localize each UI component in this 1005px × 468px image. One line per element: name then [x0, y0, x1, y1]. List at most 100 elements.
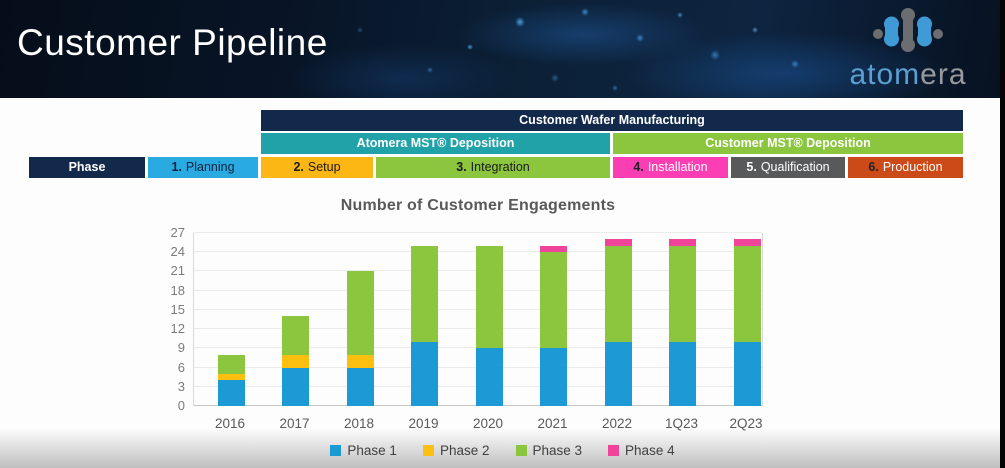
bar-2021	[540, 245, 567, 406]
phase-label: Installation	[647, 160, 708, 174]
bar-2020	[475, 245, 503, 406]
banner-customer-wafer-manufacturing: Customer Wafer Manufacturing	[261, 110, 963, 131]
group-customer-mst-deposition: Customer MST® Deposition	[613, 133, 963, 154]
phase-number: 4.	[633, 160, 644, 174]
right-edge-strip	[1000, 0, 1005, 468]
bar-segment-phase-2	[346, 354, 374, 368]
bar-segment-phase-3	[217, 354, 245, 374]
bar-2017	[282, 316, 309, 406]
phase-number: 6.	[868, 160, 879, 174]
logo-text-atom: atom	[849, 58, 921, 91]
legend-label: Phase 2	[439, 443, 490, 458]
bar-1Q23	[669, 239, 696, 406]
phase-number: 3.	[456, 160, 467, 174]
bar-2019	[411, 245, 438, 406]
phase-label: Integration	[470, 160, 530, 174]
phase-label: Qualification	[760, 160, 830, 174]
phase-label: Setup	[307, 160, 341, 174]
phase-cell-qualification: 5. Qualification	[731, 157, 845, 178]
x-axis-label: 2021	[537, 416, 568, 431]
bar-segment-phase-1	[604, 341, 632, 406]
bar-segment-phase-4	[669, 239, 696, 246]
legend-label: Phase 4	[625, 443, 675, 458]
x-axis-label: 2016	[214, 416, 246, 431]
phase-cell-planning: 1. Planning	[148, 157, 258, 178]
bar-segment-phase-1	[475, 348, 503, 406]
y-axis-label: 3	[177, 378, 185, 394]
bar-segment-phase-3	[346, 271, 374, 355]
bar-segment-phase-1	[217, 380, 245, 406]
phase-cell-installation: 4. Installation	[613, 157, 728, 178]
x-axis-label: 2018	[343, 416, 375, 431]
legend-label: Phase 1	[347, 443, 397, 458]
logo-wordmark: atomera	[833, 58, 983, 92]
gridline	[194, 232, 762, 233]
bar-segment-phase-3	[411, 245, 438, 342]
legend-swatch	[330, 445, 342, 456]
legend-item-phase-1: Phase 1	[330, 443, 397, 458]
bar-2Q23	[733, 239, 761, 406]
phase-cell-setup: 2. Setup	[261, 157, 373, 178]
legend-swatch	[608, 445, 620, 456]
chart-title: Number of Customer Engagements	[340, 197, 616, 214]
y-axis-label: 6	[177, 359, 185, 375]
phase-label: Production	[882, 160, 943, 174]
phase-label: Planning	[185, 160, 235, 174]
bar-segment-phase-1	[346, 367, 374, 406]
y-axis-label: 18	[170, 282, 185, 298]
bar-segment-phase-3	[604, 245, 632, 342]
group-atomera-mst-deposition: Atomera MST® Deposition	[261, 133, 610, 154]
bar-segment-phase-1	[733, 341, 761, 406]
bar-segment-phase-4	[733, 239, 761, 246]
y-axis-label: 24	[170, 244, 185, 260]
bar-segment-phase-1	[669, 341, 696, 406]
x-axis-label: 2020	[472, 416, 504, 431]
x-axis-label: 2Q23	[729, 416, 763, 431]
bottom-fade	[0, 428, 1005, 468]
bar-2018	[346, 271, 374, 406]
bar-2022	[604, 239, 632, 406]
y-axis-label: 9	[177, 340, 185, 356]
bar-segment-phase-1	[540, 348, 567, 406]
legend-swatch	[515, 445, 527, 456]
y-axis-label: 21	[170, 263, 185, 279]
atomera-logo: atomera	[833, 4, 983, 96]
bar-2016	[217, 354, 245, 406]
phase-number: 5.	[746, 160, 757, 174]
plot-area	[193, 232, 763, 406]
logo-text-era: era	[920, 58, 967, 91]
x-axis-label: 1Q23	[664, 416, 699, 431]
y-axis-label: 27	[170, 225, 185, 240]
bar-segment-phase-3	[540, 252, 567, 349]
phase-cell-integration: 3. Integration	[376, 157, 610, 178]
phase-cell-production: 6. Production	[848, 157, 963, 178]
header-banner: Customer Pipeline	[0, 0, 1005, 98]
legend-item-phase-4: Phase 4	[608, 443, 675, 458]
x-axis-label: 2019	[408, 416, 439, 431]
bar-segment-phase-3	[475, 245, 503, 349]
legend-item-phase-3: Phase 3	[515, 443, 583, 458]
x-axis-label: 2022	[601, 416, 633, 431]
bar-segment-phase-3	[282, 316, 309, 355]
bar-segment-phase-1	[411, 341, 438, 406]
bar-segment-phase-1	[282, 367, 309, 406]
chart-legend: Phase 1 Phase 2 Phase 3 Phase 4	[0, 443, 1005, 458]
x-axis-label: 2017	[279, 416, 310, 431]
y-axis-label: 0	[177, 398, 185, 413]
bar-segment-phase-2	[217, 373, 245, 381]
bar-segment-phase-2	[282, 354, 309, 368]
legend-label: Phase 3	[532, 443, 583, 458]
bar-segment-phase-3	[733, 245, 761, 342]
page-title: Customer Pipeline	[17, 22, 328, 63]
legend-item-phase-2: Phase 2	[422, 443, 490, 458]
legend-swatch	[422, 445, 434, 456]
y-axis-label: 12	[170, 321, 185, 337]
bar-segment-phase-3	[669, 245, 696, 342]
bar-segment-phase-4	[604, 239, 632, 246]
phase-number: 2.	[293, 160, 304, 174]
phase-row-header: Phase	[29, 157, 145, 178]
bar-segment-phase-4	[540, 245, 567, 253]
phase-number: 1.	[171, 160, 182, 174]
atomera-molecule-icon	[873, 8, 943, 52]
